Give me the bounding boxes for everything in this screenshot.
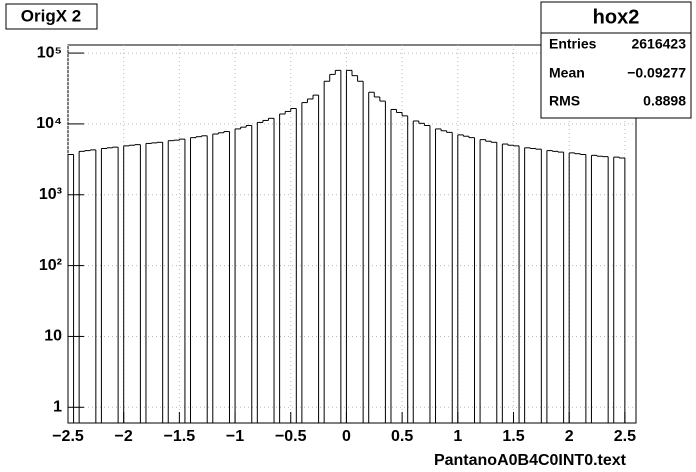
x-tick-label: 2 xyxy=(565,428,574,445)
stats-box xyxy=(540,1,692,119)
x-tick-label: −2 xyxy=(115,428,133,445)
x-tick-label: −2.5 xyxy=(52,428,84,445)
histogram xyxy=(67,69,626,424)
y-tick-label: 1 xyxy=(53,399,62,416)
y-tick-label: 10 xyxy=(44,328,62,345)
grid xyxy=(67,45,636,423)
stats-value: 0.8898 xyxy=(643,93,686,109)
x-tick-label: 1.5 xyxy=(502,428,524,445)
x-tick-label: −1 xyxy=(226,428,244,445)
x-tick-label: −0.5 xyxy=(275,428,307,445)
stats-key: Mean xyxy=(549,65,585,81)
x-tick-label: 2.5 xyxy=(614,428,636,445)
y-tick-label: 10⁵ xyxy=(37,44,62,61)
x-tick-label: 0.5 xyxy=(391,428,413,445)
title-box xyxy=(5,3,98,30)
x-tick-label: 0 xyxy=(342,428,351,445)
chart-title: OrigX 2 xyxy=(21,6,81,25)
axes: −2.5 −2 −1.5 −1 −0.5 0 0.5 1 1.5 2 2.5 1 10 10² 10³ 10⁴… xyxy=(36,44,636,445)
y-tick-label: 10⁴ xyxy=(36,115,62,132)
stats-key: RMS xyxy=(549,93,580,109)
y-tick-label: 10³ xyxy=(39,186,62,203)
stats-value: 2616423 xyxy=(631,36,686,52)
stats-key: Entries xyxy=(549,36,597,52)
x-tick-label: −1.5 xyxy=(164,428,196,445)
x-tick-label: 1 xyxy=(453,428,462,445)
y-tick-label: 10² xyxy=(39,257,62,274)
x-axis-label: PantanoA0B4C0INT0.text xyxy=(434,452,627,469)
stats-value: −0.09277 xyxy=(627,65,686,81)
stats-title: hox2 xyxy=(593,6,640,28)
